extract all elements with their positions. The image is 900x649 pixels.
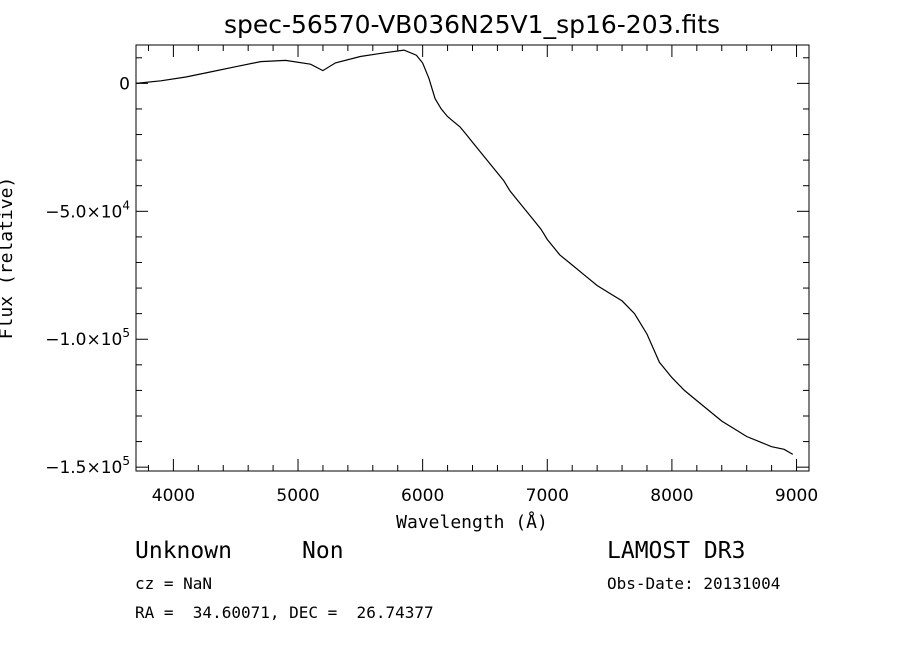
y-tick-label: 0 [119, 74, 130, 94]
axis-ticks: 4000 5000 6000 7000 8000 9000 0 −5.0×104 −1.0×10… [45, 45, 818, 506]
x-tick-label: 6000 [401, 486, 444, 506]
object-subclass: Non [302, 538, 344, 564]
x-tick-label: 8000 [650, 486, 693, 506]
y-tick-label: −1.0×105 [45, 326, 130, 350]
obs-date: Obs-Date: 20131004 [607, 574, 780, 593]
x-axis-label: Wavelength (Å) [396, 511, 548, 533]
y-tick-label: −1.5×105 [45, 454, 130, 478]
y-tick-label: −5.0×104 [45, 198, 130, 222]
x-tick-label: 9000 [775, 486, 818, 506]
x-tick-label: 4000 [152, 486, 195, 506]
object-class: Unknown [135, 538, 232, 564]
x-tick-label: 5000 [276, 486, 319, 506]
spectrum-line [136, 50, 793, 454]
survey-name: LAMOST DR3 [607, 538, 745, 564]
chart-title: spec-56570-VB036N25V1_sp16-203.fits [224, 10, 720, 39]
plot-frame [136, 45, 809, 471]
redshift-value: cz = NaN [135, 574, 212, 593]
x-tick-label: 7000 [526, 486, 569, 506]
y-axis-label: Flux (relative) [0, 177, 17, 340]
coordinates: RA = 34.60071, DEC = 26.74377 [135, 603, 434, 622]
plot-area [136, 50, 793, 454]
